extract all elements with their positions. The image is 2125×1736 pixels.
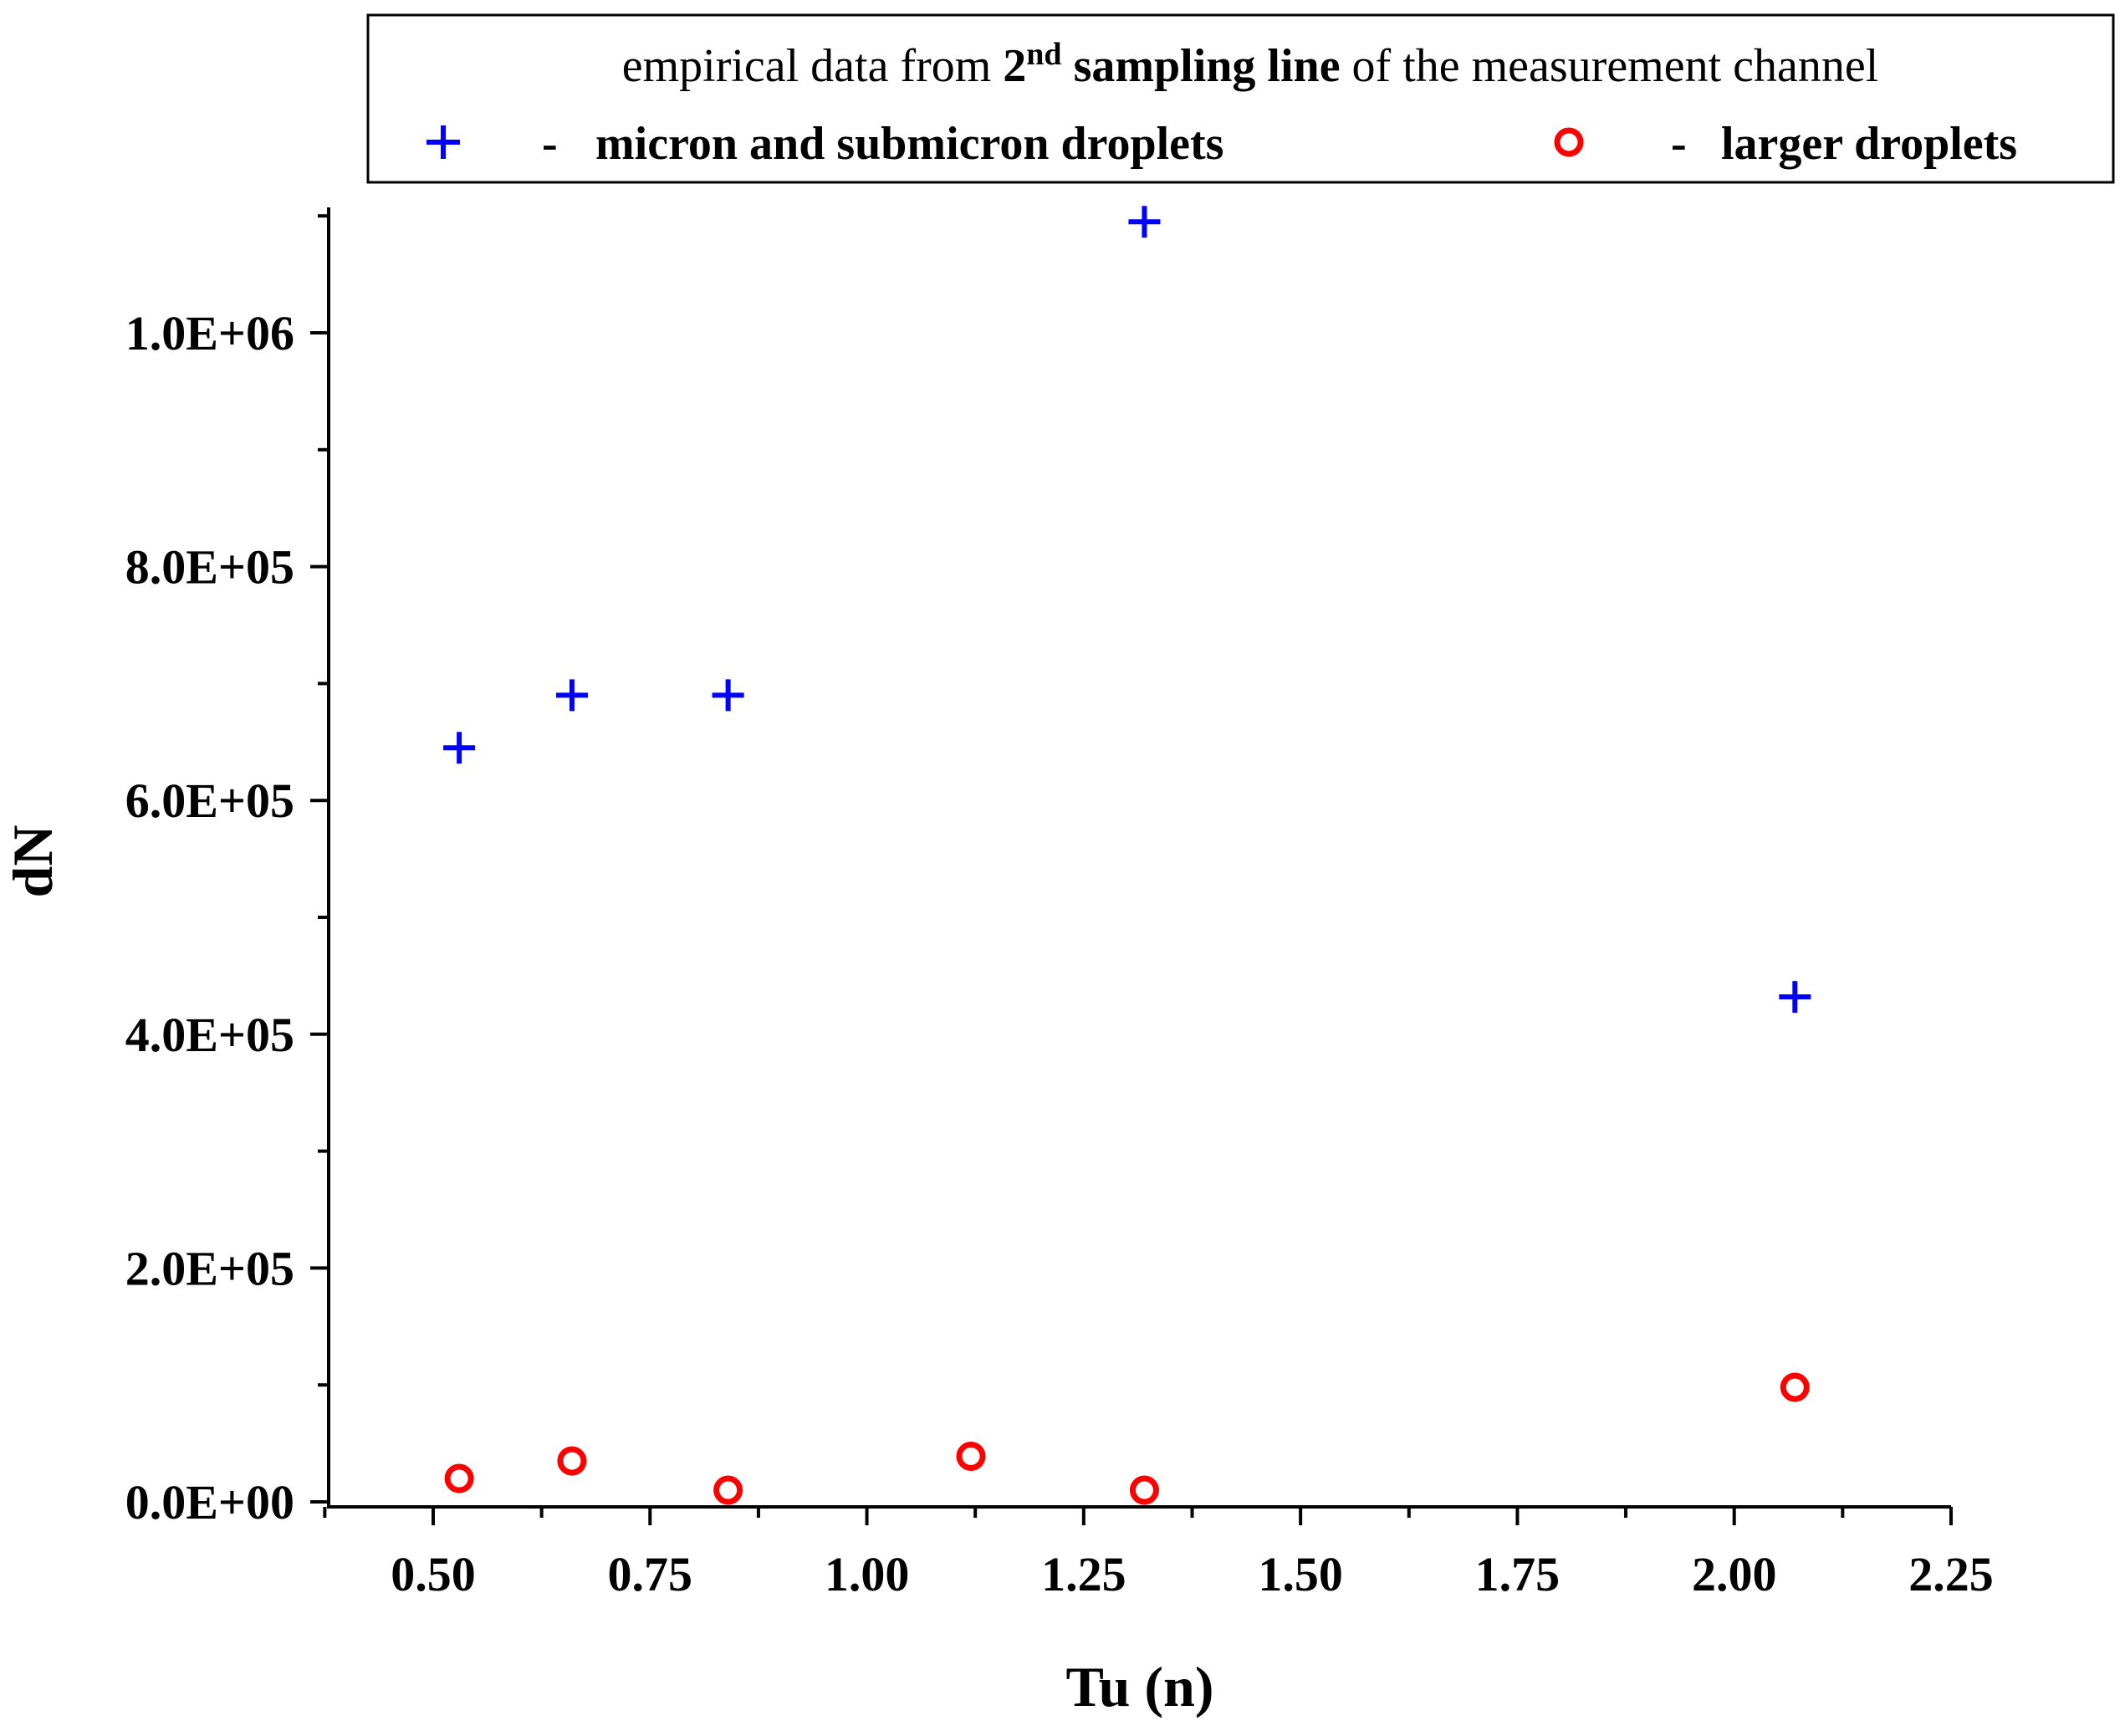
data-points: [443, 206, 1811, 1505]
y-axis-ticks: 0.0E+00 2.0E+05 4.0E+05 6.0E+05 8.0E+05 1.0E+…: [125, 214, 329, 1529]
x-axis-ticks: 0.50 0.75 1.00 1.25 1.50 1.75 2.00 2.25: [323, 1507, 1994, 1601]
legend-title-prefix: empirical data from: [622, 40, 1004, 92]
x-tick-label: 2.00: [1692, 1547, 1777, 1601]
legend-label-series-2: larger droplets: [1721, 118, 2017, 170]
legend-title-number: 2: [1003, 40, 1026, 92]
legend-title-bold: sampling line: [1062, 40, 1341, 92]
data-point-circle: [1780, 1372, 1810, 1402]
x-tick-label: 1.50: [1258, 1547, 1343, 1601]
legend-title-superscript: nd: [1026, 37, 1061, 72]
y-tick-label: 2.0E+05: [125, 1241, 294, 1295]
x-tick-label: 0.75: [608, 1547, 693, 1601]
legend: empirical data from 2nd sampling line of…: [366, 13, 2115, 184]
data-point-circle: [713, 1475, 743, 1505]
legend-dash-2: -: [1671, 118, 1687, 170]
data-point-circle: [444, 1463, 474, 1493]
axes: [327, 207, 1951, 1509]
x-tick-label: 1.25: [1041, 1547, 1126, 1601]
data-point-circle: [1129, 1475, 1159, 1505]
legend-dash-1: -: [542, 118, 558, 170]
x-tick-label: 2.25: [1908, 1547, 1994, 1601]
x-tick-label: 1.75: [1475, 1547, 1561, 1601]
y-tick-label: 8.0E+05: [125, 540, 294, 595]
x-tick-label: 0.50: [391, 1547, 476, 1601]
y-axis-title: dN: [1, 825, 64, 898]
data-point-plus: [1128, 206, 1161, 238]
legend-title-suffix: of the measurement channel: [1341, 40, 1879, 92]
x-axis-title: Tu (n): [1065, 1655, 1213, 1718]
y-tick-label: 0.0E+00: [125, 1475, 294, 1529]
data-point-plus: [443, 732, 476, 764]
data-point-circle: [956, 1441, 986, 1471]
data-point-plus: [1779, 981, 1811, 1014]
data-point-plus: [712, 679, 744, 712]
legend-title: empirical data from 2nd sampling line of…: [622, 37, 1879, 92]
data-point-plus: [555, 679, 588, 712]
legend-label-series-1: micron and submicron droplets: [595, 118, 1223, 170]
y-tick-label: 4.0E+05: [125, 1008, 294, 1062]
legend-box: [366, 13, 2115, 184]
legend-marker-plus: [427, 125, 460, 159]
y-tick-label: 1.0E+06: [125, 306, 294, 360]
legend-marker-circle: [1554, 127, 1584, 157]
data-point-circle: [557, 1446, 587, 1476]
y-tick-label: 6.0E+05: [125, 774, 294, 828]
x-tick-label: 1.00: [825, 1547, 910, 1601]
